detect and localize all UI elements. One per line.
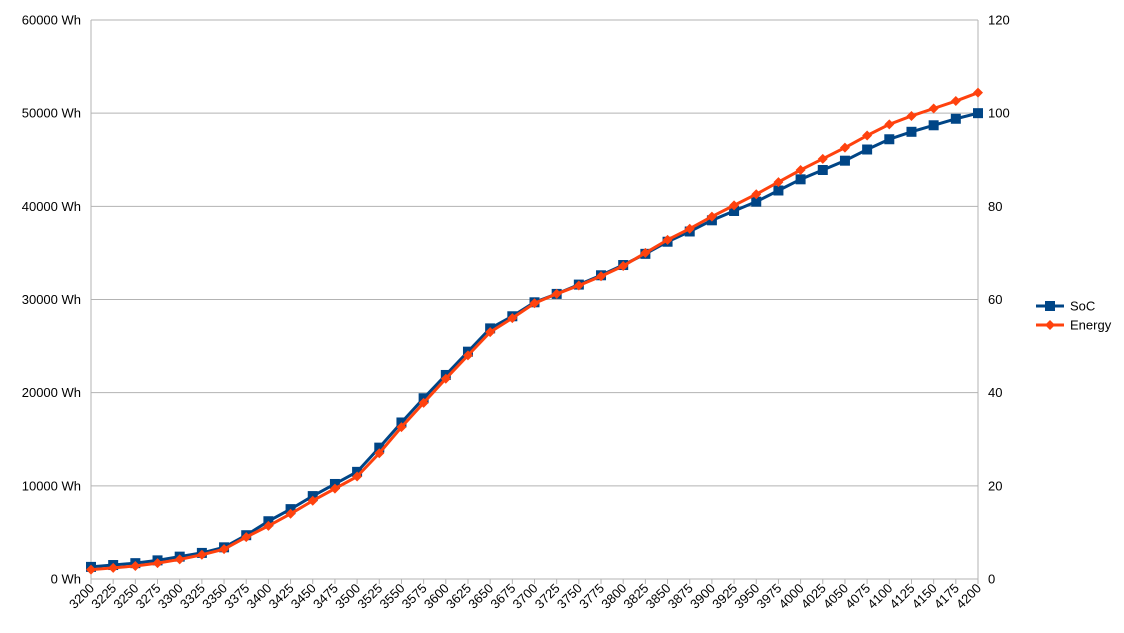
energy-point — [219, 544, 230, 555]
energy-point — [618, 260, 629, 271]
energy-point — [241, 532, 252, 543]
energy-point — [285, 508, 296, 519]
x-axis-ticks — [90, 579, 979, 584]
legend-item-energy: Energy — [1036, 318, 1112, 333]
legend-item-soc: SoC — [1036, 299, 1095, 314]
energy-point — [795, 164, 806, 175]
energy-point — [440, 373, 451, 384]
series-group — [86, 87, 983, 575]
soc-point — [795, 174, 806, 185]
energy-point — [529, 298, 540, 309]
energy-point — [374, 448, 385, 459]
energy-point — [396, 422, 407, 433]
right-axis-tick-label: 100 — [988, 106, 1010, 121]
energy-point — [773, 177, 784, 188]
soc-point — [950, 113, 961, 124]
energy-point — [130, 560, 141, 571]
energy-point — [152, 558, 163, 569]
soc-point — [729, 205, 740, 216]
energy-point — [640, 247, 651, 258]
energy-point — [817, 153, 828, 164]
series-soc — [86, 108, 983, 572]
left-axis-tick-label: 30000 Wh — [22, 292, 81, 307]
energy-point — [418, 397, 429, 408]
right-axis-tick-label: 120 — [988, 13, 1010, 28]
energy-point — [551, 288, 562, 299]
energy-point — [706, 211, 717, 222]
soc-point — [773, 185, 784, 196]
left-axis-tick-label: 0 Wh — [51, 572, 81, 587]
legend-label: Energy — [1070, 318, 1112, 333]
soc-point — [884, 134, 895, 145]
right-axis-tick-labels: 0 20 40 60 80 100 120 — [988, 13, 1010, 587]
soc-point — [817, 164, 828, 175]
energy-point — [684, 223, 695, 234]
energy-point — [596, 271, 607, 282]
energy-point — [862, 130, 873, 141]
energy-point — [751, 189, 762, 200]
energy-point — [108, 562, 119, 573]
soc-point — [906, 126, 917, 137]
gridlines — [91, 19, 978, 487]
energy-point — [485, 327, 496, 338]
soc-point — [928, 120, 939, 131]
left-axis-tick-labels: 0 Wh 10000 Wh 20000 Wh 30000 Wh 40000 Wh 5000… — [22, 13, 81, 587]
right-axis-tick-label: 80 — [988, 199, 1002, 214]
energy-point — [329, 483, 340, 494]
legend: SoC Energy — [1036, 299, 1112, 333]
x-axis-tick-labels: 3200322532503275330033253350337534003425… — [66, 581, 984, 612]
energy-point — [973, 87, 983, 98]
soc-line — [90, 111, 979, 569]
energy-point — [86, 564, 96, 575]
energy-point — [307, 495, 318, 506]
left-axis-tick-label: 60000 Wh — [22, 13, 81, 28]
energy-point — [507, 313, 518, 324]
energy-point — [884, 119, 895, 130]
legend-swatch-marker — [1045, 301, 1055, 311]
soc-point — [751, 196, 762, 207]
energy-point — [196, 549, 207, 560]
energy-point — [839, 142, 850, 153]
left-axis-tick-label: 40000 Wh — [22, 199, 81, 214]
energy-point — [906, 110, 917, 121]
soc-point — [862, 144, 873, 155]
right-axis-tick-label: 20 — [988, 478, 1002, 493]
right-axis-tick-label: 0 — [988, 572, 995, 587]
left-axis-tick-label: 20000 Wh — [22, 385, 81, 400]
soc-point — [973, 108, 983, 119]
legend-label: SoC — [1070, 299, 1095, 314]
right-axis-tick-label: 40 — [988, 385, 1002, 400]
energy-point — [729, 200, 740, 211]
energy-point — [662, 234, 673, 245]
soc-point — [839, 155, 850, 166]
soc-point — [374, 442, 385, 453]
energy-point — [573, 280, 584, 291]
energy-point — [950, 96, 961, 107]
x-axis-tick-label: 4200 — [953, 581, 984, 612]
left-axis-tick-label: 50000 Wh — [22, 106, 81, 121]
energy-point — [352, 471, 363, 482]
left-axis-tick-label: 10000 Wh — [22, 478, 81, 493]
legend-swatch-marker — [1045, 320, 1055, 330]
energy-point — [462, 350, 473, 361]
energy-point — [928, 103, 939, 114]
energy-point — [263, 520, 274, 531]
right-axis-tick-label: 60 — [988, 292, 1002, 307]
series-energy — [86, 87, 983, 575]
energy-point — [174, 554, 185, 565]
